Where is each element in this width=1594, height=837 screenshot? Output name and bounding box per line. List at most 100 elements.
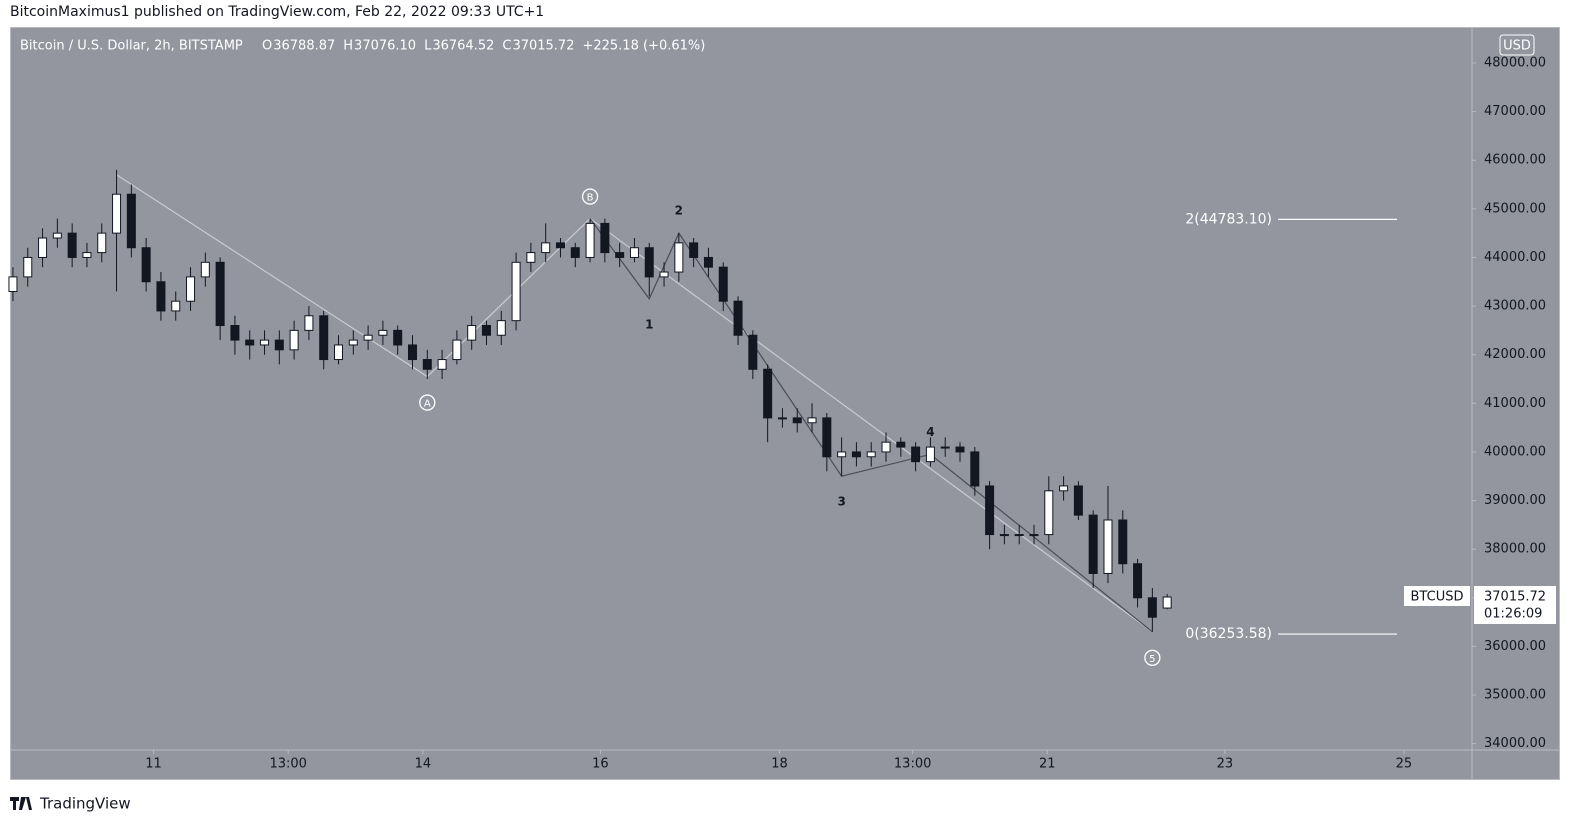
- ohlc-value: 37076.10: [354, 39, 416, 54]
- candle-body: [126, 193, 136, 249]
- candle-body: [112, 193, 122, 234]
- candles: [8, 169, 1172, 632]
- candle-body: [822, 417, 832, 458]
- candle-body: [334, 344, 344, 361]
- candle-body: [955, 446, 965, 453]
- plot-background: [10, 27, 1472, 780]
- ohlc-value: 37015.72: [512, 39, 574, 54]
- candle-body: [807, 417, 817, 424]
- candle-body: [1133, 563, 1143, 599]
- candle-body: [156, 281, 166, 312]
- candle-body: [985, 485, 995, 536]
- change: +225.18 (+0.61%): [582, 39, 705, 54]
- candle-body: [526, 252, 536, 263]
- candle-body: [496, 320, 506, 336]
- candle-body: [289, 329, 299, 351]
- candle-body: [82, 252, 92, 258]
- x-tick-label: 13:00: [269, 757, 306, 772]
- candle-body: [452, 339, 462, 361]
- fib-label: 2(44783.10): [1185, 211, 1272, 227]
- candle-body: [837, 451, 847, 458]
- y-tick-label: 40000.00: [1484, 444, 1546, 459]
- y-tick-label: 44000.00: [1484, 250, 1546, 265]
- candle-body: [777, 417, 787, 420]
- candle-body: [600, 222, 610, 254]
- candle-body: [940, 446, 950, 449]
- candle-body: [230, 325, 240, 341]
- candle-body: [866, 451, 876, 458]
- candle-body: [644, 247, 654, 278]
- ohlc-label: C: [502, 39, 511, 54]
- candle-body: [570, 247, 580, 258]
- candle-body: [1147, 597, 1157, 618]
- wave-label: 2: [675, 204, 683, 218]
- candle-body: [541, 242, 551, 254]
- y-tick-label: 46000.00: [1484, 153, 1546, 168]
- candle-body: [1029, 534, 1039, 537]
- candle-body: [615, 252, 625, 258]
- candle-body: [38, 237, 48, 258]
- wave-label: A: [424, 399, 431, 410]
- candle-body: [970, 451, 980, 487]
- candle-body: [67, 232, 77, 258]
- frame: [10, 27, 1560, 780]
- candle-body: [319, 315, 329, 361]
- candle-body: [171, 300, 181, 312]
- candle-body: [274, 339, 284, 351]
- wave-label: 4: [926, 425, 934, 439]
- candle-body: [1044, 490, 1054, 536]
- y-tick-label: 39000.00: [1484, 493, 1546, 508]
- candle-body: [1103, 519, 1113, 574]
- candle-body: [733, 300, 743, 336]
- wave-label: 1: [645, 317, 653, 331]
- candle-body: [629, 247, 639, 258]
- candle-body: [1014, 534, 1024, 537]
- candle-body: [437, 359, 447, 370]
- candle-body: [851, 451, 861, 458]
- y-tick-label: 43000.00: [1484, 299, 1546, 314]
- candle-body: [215, 261, 225, 327]
- candle-body: [703, 256, 713, 268]
- candle-body: [896, 441, 906, 448]
- candle-body: [23, 256, 33, 278]
- brand: TradingView: [39, 795, 131, 813]
- candle-body: [748, 334, 758, 370]
- candle-body: [792, 417, 802, 424]
- x-tick-label: 16: [592, 757, 609, 772]
- x-tick-label: 13:00: [894, 757, 931, 772]
- y-tick-label: 48000.00: [1484, 55, 1546, 70]
- price-tag-price: 37015.72: [1484, 590, 1546, 605]
- candle-body: [52, 232, 62, 239]
- candle-body: [378, 329, 388, 336]
- x-tick-label: 25: [1396, 757, 1413, 772]
- ohlc-value: 36788.87: [273, 39, 335, 54]
- candle-body: [1118, 519, 1128, 565]
- candle-body: [763, 368, 773, 419]
- symbol-tag-label: BTCUSD: [1411, 590, 1464, 605]
- candle-body: [260, 339, 270, 346]
- candle-body: [925, 446, 935, 463]
- wave-label: 3: [837, 495, 845, 509]
- candle-body: [881, 441, 891, 453]
- price-tag-countdown: 01:26:09: [1484, 607, 1542, 622]
- candle-body: [1059, 485, 1069, 492]
- candle-body: [1162, 596, 1172, 609]
- corrective-wave-line: [116, 174, 1153, 633]
- candle-body: [999, 534, 1009, 537]
- ohlc-label: L: [424, 39, 432, 54]
- impulse-wave-line: [589, 218, 1153, 633]
- y-tick-label: 41000.00: [1484, 396, 1546, 411]
- y-tick-label: 45000.00: [1484, 201, 1546, 216]
- candle-body: [393, 329, 403, 346]
- y-tick-label: 47000.00: [1484, 104, 1546, 119]
- candle-body: [348, 339, 358, 346]
- x-tick-label: 11: [145, 757, 162, 772]
- x-tick-label: 23: [1217, 757, 1234, 772]
- candle-body: [511, 261, 521, 322]
- x-tick-label: 14: [415, 757, 432, 772]
- fib-label: 0(36253.58): [1185, 626, 1272, 642]
- candle-body: [659, 271, 669, 278]
- symbol-tag: [1404, 586, 1470, 607]
- candle-body: [363, 334, 373, 341]
